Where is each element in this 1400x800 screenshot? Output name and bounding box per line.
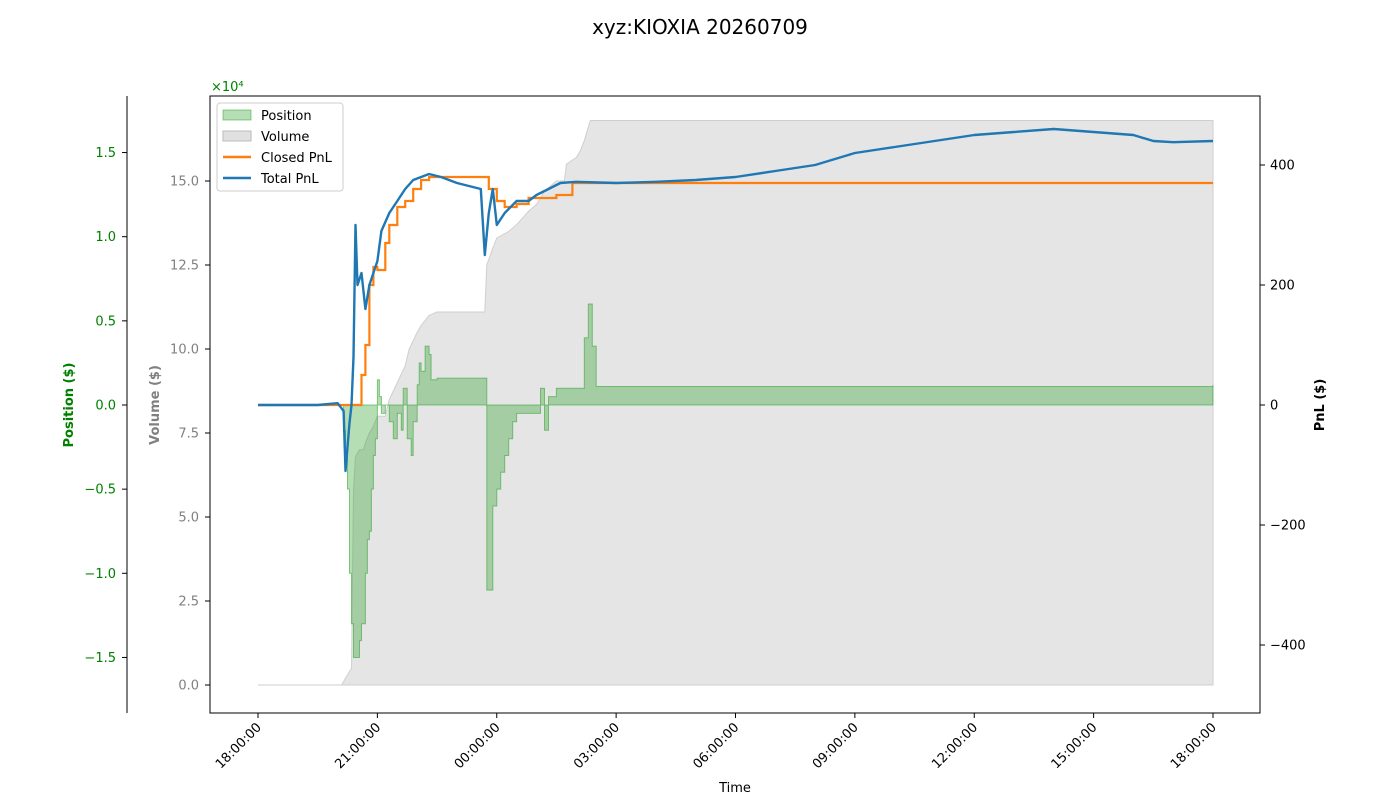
x-tick-label: 12:00:00	[929, 720, 981, 772]
position-tick-label: −1.0	[84, 567, 116, 582]
legend-swatch-position	[222, 109, 252, 121]
position-axis-multiplier: ×10⁴	[211, 80, 244, 95]
x-tick-label: 06:00:00	[690, 720, 742, 772]
pnl-tick-label: 200	[1270, 279, 1295, 294]
x-tick-label: 00:00:00	[452, 720, 504, 772]
pnl-tick-label: −400	[1270, 639, 1306, 654]
position-tick-label: 0.5	[95, 314, 116, 329]
x-axis-label: Time	[718, 781, 751, 796]
total-pnl-line	[258, 127, 1214, 473]
volume-tick-label: 12.5	[170, 259, 199, 274]
pnl-tick-label: 0	[1270, 399, 1278, 414]
volume-tick-label: 0.0	[178, 679, 199, 694]
x-tick-label: 15:00:00	[1049, 720, 1101, 772]
x-tick-label: 18:00:00	[1168, 720, 1220, 772]
position-tick-label: 1.5	[95, 146, 116, 161]
volume-layer	[258, 120, 1214, 686]
legend-label-closed-pnl: Closed PnL	[261, 151, 333, 166]
position-tick-label: −0.5	[84, 483, 116, 498]
x-axis: 18:00:00 21:00:00 00:00:00 03:00:00 06:00:00…	[213, 713, 1220, 772]
volume-tick-label: 7.5	[178, 427, 199, 442]
legend: Position Volume Closed PnL Total PnL	[216, 102, 344, 192]
volume-tick-label: 2.5	[178, 595, 199, 610]
legend-swatch-volume	[222, 130, 252, 142]
pnl-axis: 400 200 0 −200 −400	[1260, 159, 1306, 654]
volume-axis-label: Volume ($)	[148, 365, 163, 445]
legend-label-total-pnl: Total PnL	[260, 172, 319, 187]
x-tick-label: 18:00:00	[213, 720, 265, 772]
pnl-tick-label: −200	[1270, 519, 1306, 534]
volume-tick-label: 5.0	[178, 511, 199, 526]
position-axis: 1.5 1.0 0.5 0.0 −0.5 −1.0 −1.5	[84, 96, 128, 713]
pnl-tick-label: 400	[1270, 159, 1295, 174]
legend-label-position: Position	[261, 109, 312, 124]
x-tick-label: 09:00:00	[810, 720, 862, 772]
position-axis-label: Position ($)	[62, 363, 77, 448]
volume-tick-label: 10.0	[170, 343, 199, 358]
volume-tick-label: 15.0	[170, 175, 199, 190]
position-tick-label: −1.5	[84, 651, 116, 666]
pnl-axis-label: PnL ($)	[1313, 379, 1328, 432]
legend-box	[216, 102, 344, 192]
volume-axis: 15.0 12.5 10.0 7.5 5.0 2.5 0.0	[170, 175, 210, 694]
pnl-layer	[258, 127, 1214, 473]
position-area	[258, 303, 1214, 658]
position-tick-label: 1.0	[95, 230, 116, 245]
plot-area	[209, 95, 1261, 714]
x-tick-label: 21:00:00	[332, 720, 384, 772]
legend-label-volume: Volume	[261, 130, 309, 145]
x-tick-label: 03:00:00	[571, 720, 623, 772]
chart-title: xyz:KIOXIA 20260709	[592, 15, 808, 39]
position-layer	[258, 303, 1214, 658]
position-tick-label: 0.0	[95, 399, 116, 414]
volume-area	[258, 120, 1214, 686]
